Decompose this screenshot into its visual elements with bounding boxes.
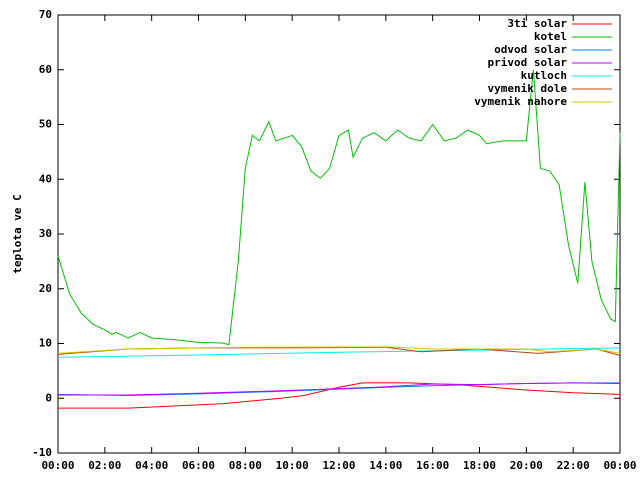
legend-label: kotel — [534, 30, 567, 43]
legend-label: kutloch — [521, 69, 567, 82]
legend-label: vymenik nahore — [474, 95, 567, 108]
y-tick-label: 20 — [39, 282, 52, 295]
legend-label: vymenik dole — [488, 82, 568, 95]
x-tick-label: 18:00 — [463, 459, 496, 472]
y-tick-label: 50 — [39, 118, 52, 131]
legend-label: odvod solar — [494, 43, 567, 56]
y-axis-label: teplota ve C — [11, 194, 24, 273]
x-tick-label: 20:00 — [510, 459, 543, 472]
y-tick-label: 30 — [39, 227, 52, 240]
y-tick-label: 60 — [39, 63, 52, 76]
x-tick-label: 00:00 — [41, 459, 74, 472]
x-tick-label: 12:00 — [322, 459, 355, 472]
x-tick-label: 10:00 — [276, 459, 309, 472]
y-tick-label: 0 — [45, 391, 52, 404]
series-line — [58, 382, 621, 409]
series-line — [57, 69, 621, 346]
x-tick-label: 22:00 — [557, 459, 590, 472]
legend-label: privod solar — [488, 56, 568, 69]
series-line — [57, 382, 620, 397]
x-tick-label: 16:00 — [416, 459, 449, 472]
x-tick-label: 14:00 — [369, 459, 402, 472]
y-tick-label: 10 — [39, 337, 52, 350]
x-tick-label: 02:00 — [88, 459, 121, 472]
x-tick-label: 06:00 — [182, 459, 215, 472]
y-tick-label: 40 — [39, 172, 52, 185]
x-tick-label: 08:00 — [229, 459, 262, 472]
x-tick-label: 00:00 — [603, 459, 636, 472]
series-line — [57, 346, 621, 354]
series-line — [58, 382, 621, 396]
y-tick-label: -10 — [32, 446, 52, 459]
y-tick-label: 70 — [39, 8, 52, 21]
x-tick-label: 04:00 — [135, 459, 168, 472]
legend-label: 3ti solar — [507, 17, 567, 30]
